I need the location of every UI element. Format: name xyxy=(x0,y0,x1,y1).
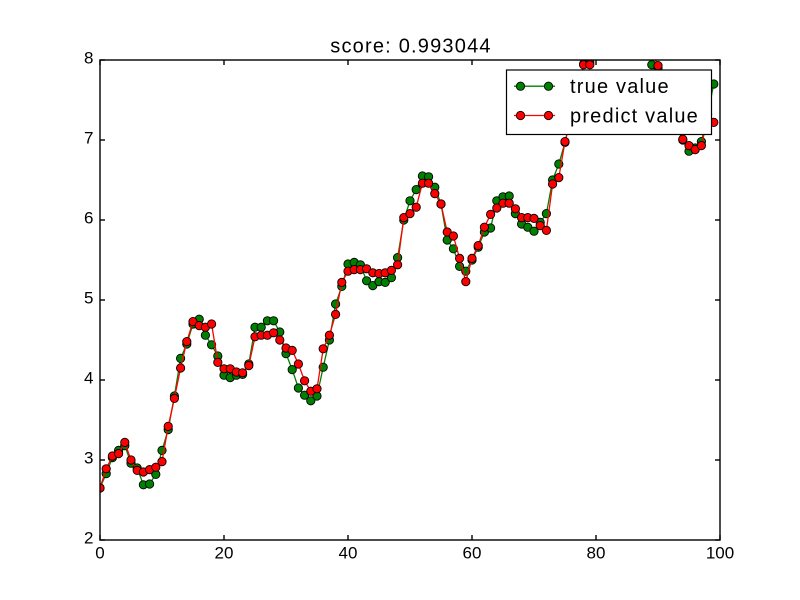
svg-text:4: 4 xyxy=(84,369,93,388)
svg-text:0: 0 xyxy=(95,544,104,563)
svg-text:100: 100 xyxy=(706,544,734,563)
svg-text:3: 3 xyxy=(84,449,93,468)
svg-text:true value: true value xyxy=(570,76,670,98)
svg-text:5: 5 xyxy=(84,289,93,308)
svg-text:predict value: predict value xyxy=(570,106,699,128)
svg-text:60: 60 xyxy=(463,544,482,563)
svg-text:2: 2 xyxy=(84,529,93,548)
svg-text:8: 8 xyxy=(84,49,93,68)
svg-text:40: 40 xyxy=(339,544,358,563)
svg-text:score: 0.993044: score: 0.993044 xyxy=(330,36,491,58)
svg-text:20: 20 xyxy=(215,544,234,563)
svg-text:80: 80 xyxy=(587,544,606,563)
svg-text:6: 6 xyxy=(84,209,93,228)
svg-text:7: 7 xyxy=(84,129,93,148)
